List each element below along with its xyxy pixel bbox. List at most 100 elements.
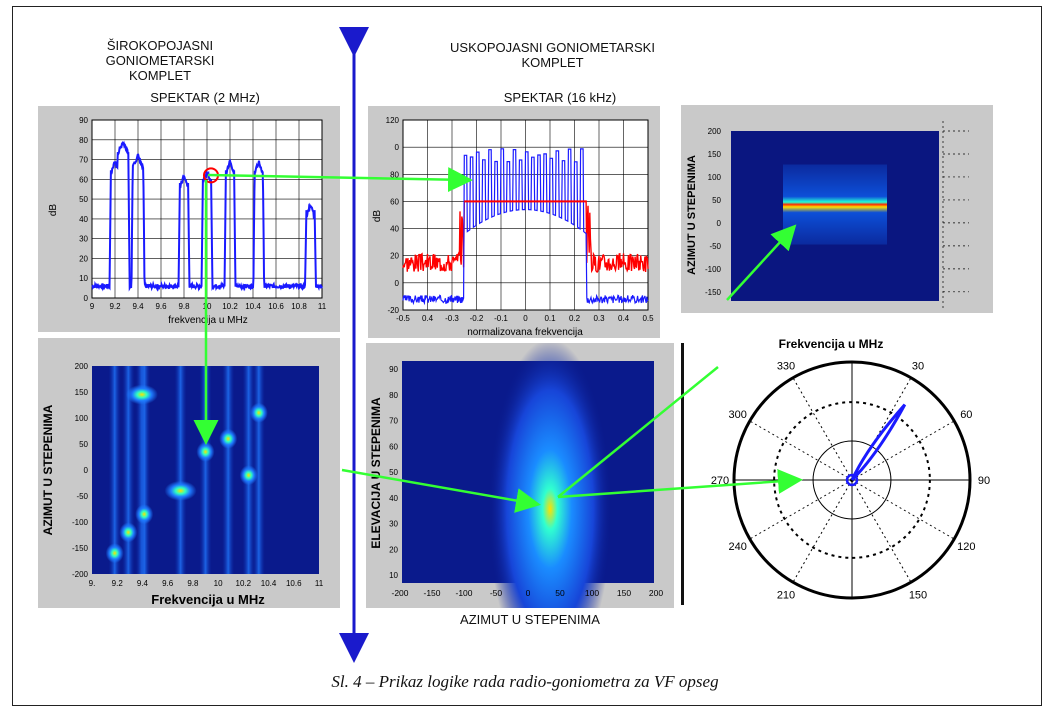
elevation-heatmap: 90 80 70 60 50 40 30 20 10 -200 -150 -100 -50 0 50 100 1…	[366, 343, 674, 608]
arrow-to-elevation	[341, 468, 541, 513]
y-tick-label: 70	[79, 156, 88, 165]
y-tick-label: 0	[395, 143, 400, 152]
y-tick-label: 80	[389, 391, 398, 400]
y-tick-label: 200	[75, 362, 89, 371]
blue-trace	[402, 148, 649, 306]
y-tick-label: -100	[72, 518, 89, 527]
y-tick-label: 100	[708, 173, 722, 182]
y-tick-label: 90	[79, 116, 88, 125]
y-tick-label: 60	[389, 442, 398, 451]
x-tick-label: -100	[455, 588, 472, 598]
y-tick-label: 80	[79, 136, 88, 145]
y-tick-label: -20	[387, 306, 399, 315]
y-tick-label: 200	[708, 127, 722, 136]
x-tick-label: 10.2	[222, 302, 238, 311]
x-tick-label: -50	[490, 588, 503, 598]
y-tick-label: 10	[389, 571, 398, 580]
y-tick-label: 60	[390, 197, 399, 206]
arrow-marker-to-narrow-spectrum	[207, 167, 473, 193]
x-tick-label: 9.2	[109, 302, 121, 311]
y-tick-label: 0	[84, 466, 89, 475]
x-tick-label: -0.1	[494, 314, 508, 323]
x-tick-label: 9	[90, 302, 95, 311]
narrowband-spectrum-title: SPEKTAR (16 kHz)	[503, 90, 617, 105]
frequency-streak	[199, 366, 212, 574]
x-tick-label: 9.8	[178, 302, 190, 311]
y-tick-label: 50	[389, 468, 398, 477]
x-tick-label: 9.2	[112, 579, 124, 588]
x-tick-label: 0.3	[593, 314, 605, 323]
angle-label: 300	[729, 409, 747, 421]
azimuth-peak	[196, 441, 215, 462]
y-tick-label: -100	[705, 265, 722, 274]
y-tick-label: 150	[708, 150, 722, 159]
wideband-spectrum-title: SPEKTAR (2 MHz)	[150, 90, 260, 105]
wideband-title: ŠIROKOPOJASNI GONIOMETARSKI KOMPLET	[105, 38, 215, 83]
y-tick-label: 50	[79, 195, 88, 204]
y-tick-label: 150	[75, 388, 89, 397]
x-tick-label: 150	[617, 588, 631, 598]
y-tick-label: 50	[79, 440, 88, 449]
angle-label: 210	[777, 589, 795, 601]
direction-peak	[488, 343, 613, 608]
frequency-streak	[108, 366, 121, 574]
y-tick-label: 20	[79, 254, 88, 263]
y-tick-label: -50	[76, 492, 88, 501]
x-axis-label: normalizovana frekvencija	[467, 327, 583, 338]
x-tick-label: 10.2	[236, 579, 252, 588]
x-tick-label: 0.1	[544, 314, 556, 323]
x-tick-label: 9.6	[162, 579, 174, 588]
azimuth-peak	[164, 480, 197, 501]
x-tick-label: 10	[214, 579, 223, 588]
x-tick-label: -150	[423, 588, 440, 598]
x-tick-label: -0.3	[445, 314, 459, 323]
frequency-streak	[122, 366, 135, 574]
x-tick-label: -200	[391, 588, 408, 598]
spectrum-trace	[91, 140, 323, 292]
y-tick-label: -150	[72, 544, 89, 553]
x-tick-label: 11	[315, 579, 324, 588]
x-tick-label: 10.6	[286, 579, 302, 588]
y-axis-label: dB	[372, 210, 383, 223]
y-tick-label: 90	[389, 365, 398, 374]
x-tick-label: 10.4	[261, 579, 277, 588]
x-tick-label: 200	[649, 588, 663, 598]
x-tick-label: 10	[203, 302, 212, 311]
angle-label: 60	[960, 409, 972, 421]
y-tick-label: 100	[75, 414, 89, 423]
x-tick-label: 9.4	[132, 302, 144, 311]
y-tick-label: 20	[389, 545, 398, 554]
frequency-streak	[174, 366, 187, 574]
x-tick-label: 9.	[89, 579, 96, 588]
direction-lobe	[850, 403, 907, 482]
arrow-to-polar	[557, 468, 803, 499]
y-tick-label: 20	[390, 252, 399, 261]
y-tick-label: 10	[79, 274, 88, 283]
angle-label: 90	[978, 475, 990, 487]
y-axis-label: dB	[48, 204, 59, 217]
x-tick-label: -0.5	[396, 314, 410, 323]
angle-label: 30	[912, 361, 924, 373]
divider-line	[681, 343, 684, 605]
y-tick-label: 30	[79, 235, 88, 244]
azimuth-peak	[135, 504, 154, 525]
y-axis-label: ELEVACIJA U STEPENIMA	[369, 397, 383, 549]
azimuth-peak	[219, 428, 238, 449]
x-tick-label: -0.2	[470, 314, 484, 323]
y-tick-label: 50	[712, 196, 721, 205]
angle-label: 330	[777, 361, 795, 373]
frequency-streak	[222, 366, 235, 574]
x-axis-label: Frekvencija u MHz	[151, 592, 265, 607]
x-tick-label: 100	[585, 588, 599, 598]
figure-frame	[12, 6, 1042, 706]
angle-label: 240	[729, 541, 747, 553]
y-tick-label: -50	[709, 242, 721, 251]
y-tick-label: 0	[717, 219, 722, 228]
x-tick-label: 0.5	[642, 314, 654, 323]
y-axis-label: AZIMUT U STEPENIMA	[686, 155, 698, 275]
x-axis-label: Frekvencija u MHz	[779, 337, 884, 351]
narrowband-title: USKOPOJASNI GONIOMETARSKI KOMPLET	[450, 40, 655, 70]
y-tick-label: 30	[389, 520, 398, 529]
y-tick-label: 40	[389, 494, 398, 503]
y-tick-label: 40	[390, 225, 399, 234]
